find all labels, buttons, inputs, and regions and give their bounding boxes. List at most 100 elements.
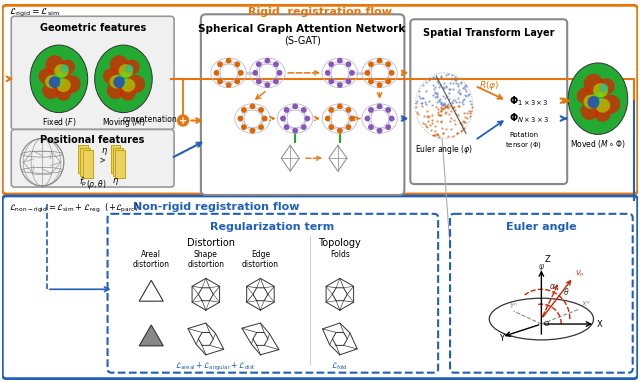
FancyBboxPatch shape [201,14,404,195]
Circle shape [259,125,263,129]
Text: Euler angle ($\varphi$): Euler angle ($\varphi$) [415,143,473,156]
Circle shape [346,62,351,66]
Circle shape [378,58,381,63]
Text: $\psi$: $\psi$ [538,262,545,274]
Circle shape [329,79,333,84]
Circle shape [257,79,261,84]
Circle shape [346,108,351,112]
Ellipse shape [109,75,124,89]
Circle shape [301,125,306,129]
Ellipse shape [110,55,128,74]
Circle shape [277,71,282,75]
Bar [80,148,90,176]
Circle shape [257,62,261,66]
Circle shape [218,62,222,66]
Text: $\alpha$: $\alpha$ [549,282,556,291]
Circle shape [218,79,222,84]
Circle shape [274,79,278,84]
Circle shape [346,79,351,84]
Bar [115,150,125,178]
Circle shape [365,117,369,121]
Circle shape [284,108,289,112]
Bar [83,150,93,178]
Circle shape [250,128,255,133]
Text: $\mathcal{L}_{\mathrm{rigid}} = \mathcal{L}_{\mathrm{sim}}$: $\mathcal{L}_{\mathrm{rigid}} = \mathcal… [9,7,60,19]
FancyBboxPatch shape [12,16,174,129]
Circle shape [350,71,354,75]
Ellipse shape [61,75,81,93]
Bar [78,145,88,173]
Circle shape [259,108,263,112]
Ellipse shape [42,82,59,99]
Circle shape [338,128,342,133]
Text: Rigid  registration flow: Rigid registration flow [248,7,392,17]
Text: $f_p$: $f_p$ [79,176,87,189]
Circle shape [262,117,267,121]
Ellipse shape [107,82,124,99]
Circle shape [227,58,231,63]
FancyBboxPatch shape [12,129,174,187]
Circle shape [329,108,333,112]
Text: (S-GAT): (S-GAT) [284,35,321,45]
Text: Y: Y [499,334,504,343]
Circle shape [284,125,289,129]
Text: $\mathbf{\Phi}_{N\times 3\times 3}$: $\mathbf{\Phi}_{N\times 3\times 3}$ [509,112,549,125]
Text: Rotation
tensor ($\Phi$): Rotation tensor ($\Phi$) [505,133,542,150]
Text: $\theta$: $\theta$ [563,286,570,297]
Ellipse shape [38,68,54,84]
Circle shape [235,62,239,66]
Ellipse shape [577,88,593,104]
Circle shape [305,117,310,121]
Text: Topology: Topology [319,238,361,248]
Text: $V_n$: $V_n$ [575,269,585,278]
Text: Spherical Graph Attention Network: Spherical Graph Attention Network [198,24,406,34]
Text: Euler angle: Euler angle [506,222,577,232]
Ellipse shape [600,84,609,92]
Text: Shape
distortion: Shape distortion [188,249,225,269]
Circle shape [386,108,390,112]
Circle shape [242,108,246,112]
Ellipse shape [56,86,71,101]
Text: +: + [179,115,187,126]
FancyBboxPatch shape [450,214,633,373]
Circle shape [301,108,306,112]
Circle shape [235,79,239,84]
Ellipse shape [124,60,140,75]
FancyBboxPatch shape [108,214,438,373]
Text: Moved ($M \circ \Phi$): Moved ($M \circ \Phi$) [570,138,626,151]
Circle shape [227,83,231,87]
Circle shape [378,128,381,133]
Ellipse shape [30,45,88,113]
Circle shape [242,125,246,129]
Circle shape [281,117,285,121]
Ellipse shape [584,74,603,93]
Ellipse shape [49,76,60,88]
Text: $\mathcal{L}_{\mathrm{non-rigid}} = \mathcal{L}_{\mathrm{sim}} + \mathcal{L}_{\m: $\mathcal{L}_{\mathrm{non-rigid}} = \mat… [9,202,139,215]
Ellipse shape [45,55,64,74]
Text: $\mathcal{L}_{\mathrm{fold}}$: $\mathcal{L}_{\mathrm{fold}}$ [332,361,348,372]
Ellipse shape [126,75,145,93]
Circle shape [350,117,354,121]
Circle shape [239,71,243,75]
Text: $Y''$: $Y''$ [509,301,518,311]
Circle shape [265,83,269,87]
Ellipse shape [588,96,600,108]
Ellipse shape [125,65,134,73]
Circle shape [369,108,373,112]
Ellipse shape [593,83,608,97]
Circle shape [390,71,394,75]
Circle shape [250,104,255,108]
FancyBboxPatch shape [3,5,637,194]
Circle shape [386,62,390,66]
Circle shape [346,125,351,129]
Ellipse shape [60,60,75,75]
Circle shape [369,62,373,66]
Circle shape [214,71,219,75]
Circle shape [326,117,330,121]
Ellipse shape [595,99,610,113]
Text: $\mathbf{\Phi}_{1\times 3\times 3}$: $\mathbf{\Phi}_{1\times 3\times 3}$ [509,94,548,108]
Text: Non-rigid registration flow: Non-rigid registration flow [132,202,299,212]
Circle shape [177,115,188,126]
Circle shape [369,79,373,84]
Ellipse shape [580,102,598,120]
